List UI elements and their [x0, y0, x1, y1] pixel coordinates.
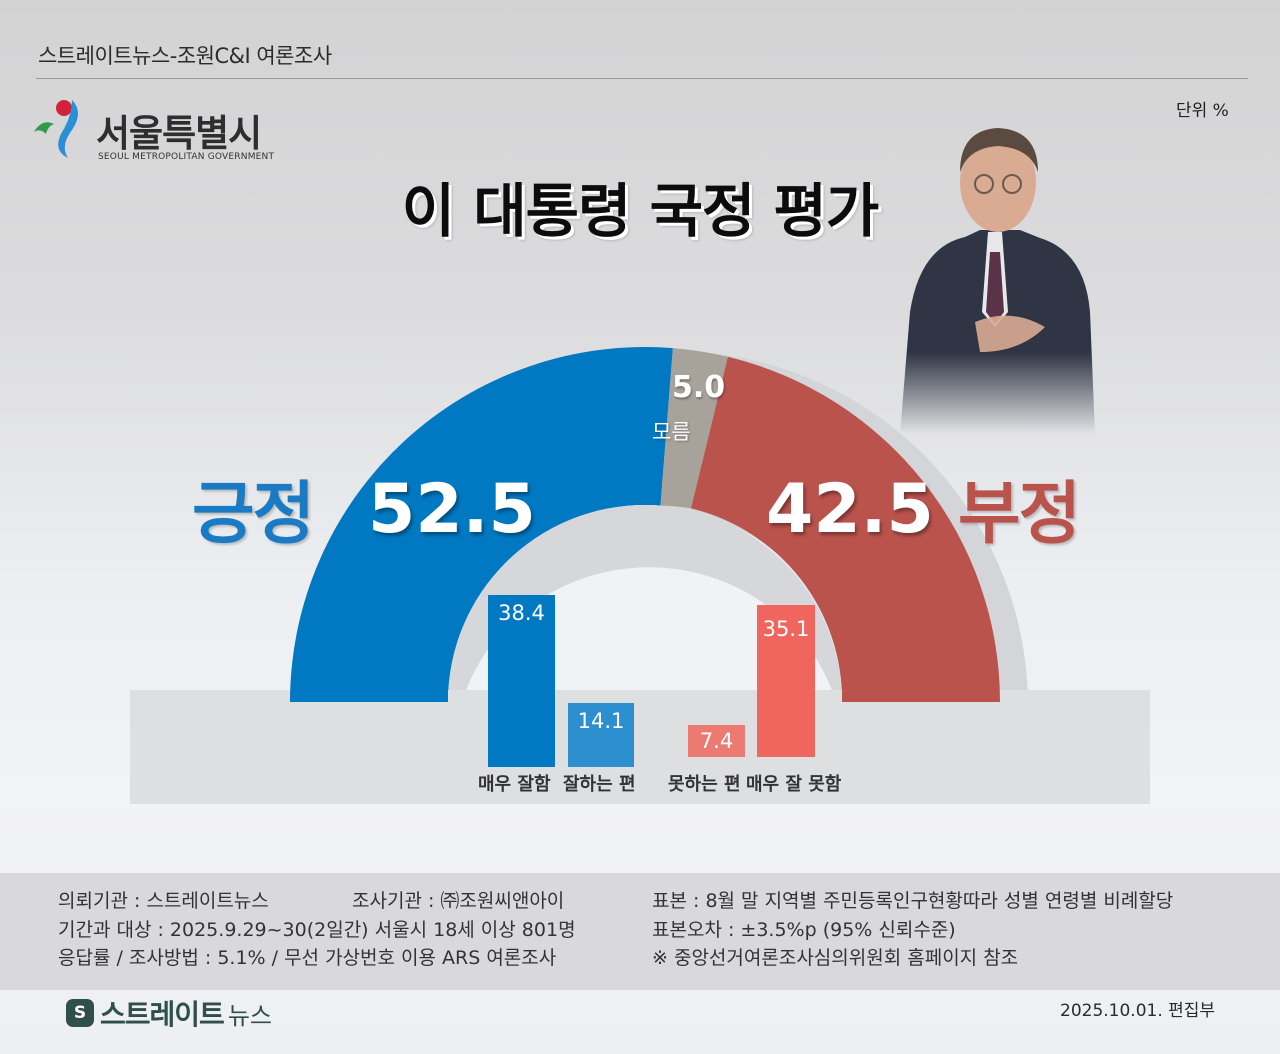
positive-value: 52.5 — [368, 470, 536, 549]
brand-logo: S 스트레이트 뉴스 — [66, 996, 272, 1031]
footer-agency: 조사기관 : ㈜조원씨앤아이 — [352, 890, 565, 912]
footer-period: 기간과 대상 : 2025.9.29~30(2일간) 서울시 18세 이상 80… — [58, 919, 576, 941]
brand-name: 스트레이트 — [100, 998, 225, 1031]
gauge-segment-unknown — [660, 348, 728, 509]
seoul-logo-subtitle: SEOUL METROPOLITAN GOVERNMENT — [98, 152, 275, 162]
president-photo — [900, 128, 1095, 434]
bar-label: 잘하는 편 — [563, 774, 636, 795]
negative-value: 42.5 — [766, 470, 934, 549]
footer-note: ※ 중앙선거여론조사심의위원회 홈페이지 참조 — [652, 947, 1019, 969]
bar-value: 35.1 — [762, 617, 810, 641]
chart-title: 이 대통령 국정 평가 — [401, 177, 879, 245]
seoul-logo-icon — [34, 100, 78, 158]
bar-good: 14.1 — [568, 703, 634, 767]
bar-very-bad: 35.1 — [757, 605, 815, 757]
bar-value: 14.1 — [577, 709, 625, 733]
gauge-segment-positive — [290, 347, 673, 702]
bar-very-good: 38.4 — [488, 595, 555, 767]
brand-suffix: 뉴스 — [227, 1001, 272, 1030]
survey-title: 스트레이트뉴스-조원C&I 여론조사 — [38, 44, 332, 68]
bar-label: 못하는 편 — [668, 774, 741, 795]
unit-label: 단위 % — [1176, 101, 1229, 121]
seoul-logo-name: 서울특별시 — [96, 112, 262, 155]
footer-error: 표본오차 : ±3.5%p (95% 신뢰수준) — [652, 919, 956, 941]
bar-value: 7.4 — [699, 729, 734, 753]
unknown-value: 5.0 — [672, 370, 726, 405]
gauge-segment-negative — [691, 356, 1000, 702]
bar-label: 매우 잘함 — [478, 774, 551, 795]
footer-method: 응답률 / 조사방법 : 5.1% / 무선 가상번호 이용 ARS 여론조사 — [58, 947, 557, 969]
footer-client: 의뢰기관 : 스트레이트뉴스 — [58, 890, 269, 912]
negative-label: 부정 — [958, 475, 1081, 554]
methodology-footer — [0, 873, 1280, 990]
header-divider — [36, 78, 1248, 79]
unknown-label: 모름 — [652, 420, 691, 444]
footer-sample: 표본 : 8월 말 지역별 주민등록인구현황따라 성별 연령별 비례할당 — [652, 890, 1174, 912]
publish-date: 2025.10.01. 편집부 — [1060, 1001, 1216, 1021]
brand-s-icon: S — [66, 999, 94, 1027]
bar-value: 38.4 — [498, 601, 545, 625]
positive-label: 긍정 — [192, 475, 315, 554]
bar-bad: 7.4 — [688, 725, 745, 757]
bar-label: 매우 잘 못함 — [746, 774, 842, 795]
